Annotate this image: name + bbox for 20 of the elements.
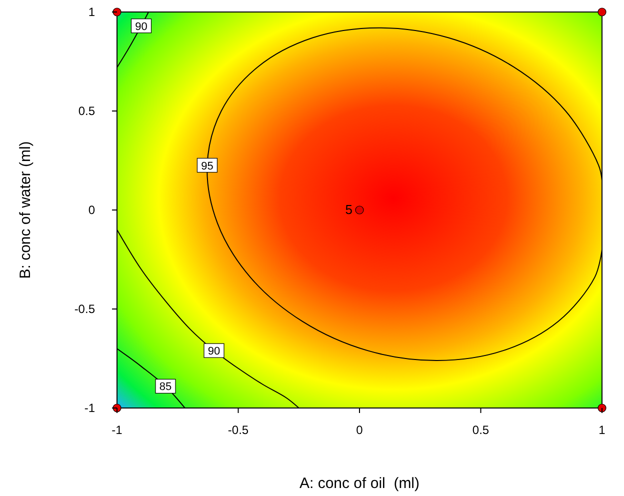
x-tick-label: 0 bbox=[356, 423, 364, 437]
series-label: 95 bbox=[201, 160, 214, 172]
annotation: 5 bbox=[345, 202, 352, 217]
x-axis-title: A: conc of oil (ml) bbox=[299, 475, 420, 492]
x-tick-label: 1 bbox=[598, 423, 606, 437]
series-label: 90 bbox=[208, 346, 220, 358]
x-tick-label: 0.5 bbox=[472, 423, 490, 437]
x-tick-label: -0.5 bbox=[228, 423, 249, 437]
y-tick-label: 0.5 bbox=[78, 104, 96, 118]
x-tick-label: -1 bbox=[112, 423, 123, 437]
point bbox=[598, 8, 606, 16]
y-tick-label: 0 bbox=[88, 203, 96, 217]
point bbox=[355, 206, 364, 214]
point bbox=[112, 8, 122, 16]
y-tick-label: 1 bbox=[88, 5, 96, 19]
y-tick-label: -0.5 bbox=[74, 302, 96, 316]
y-tick-label: -1 bbox=[84, 401, 96, 415]
series-label: 85 bbox=[159, 381, 172, 394]
point bbox=[598, 404, 606, 412]
y-axis-title: B: conc of water (ml) bbox=[17, 141, 34, 279]
